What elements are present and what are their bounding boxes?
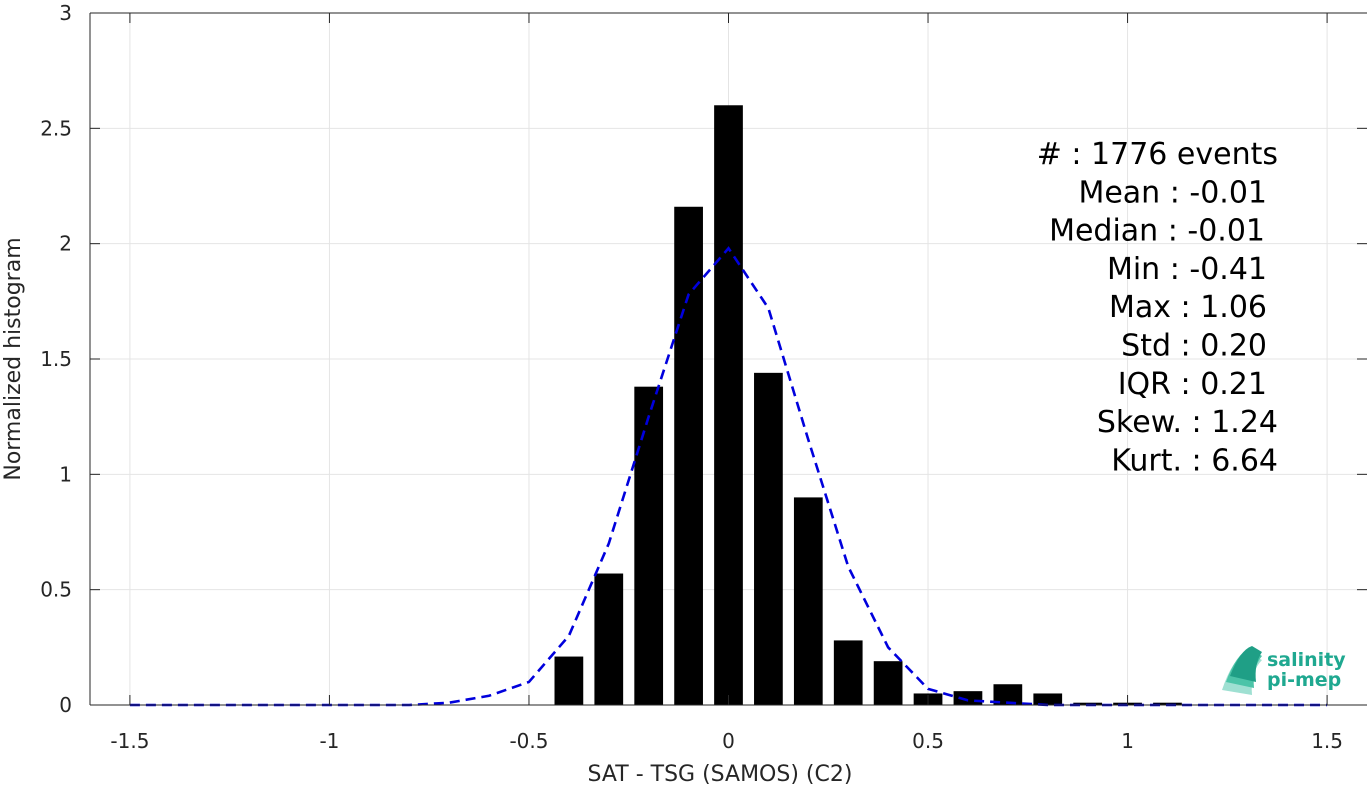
x-tick-label: 0.5 <box>912 729 944 753</box>
histogram-bar <box>714 105 743 706</box>
x-tick-label: 1.5 <box>1311 729 1343 753</box>
y-tick-label: 0.5 <box>40 578 72 602</box>
stat-line: Kurt. : 6.64 <box>1111 443 1278 478</box>
histogram-bar <box>833 640 863 705</box>
histogram-bar <box>754 372 783 705</box>
y-tick-label: 3 <box>59 1 72 25</box>
histogram-bar <box>674 206 703 705</box>
y-tick-labels: 0 0.5 1 1.5 2 2.5 3 <box>40 1 72 717</box>
y-tick-label: 0 <box>59 693 72 717</box>
y-axis-label: Normalized histogram <box>1 237 26 480</box>
histogram-bar <box>993 684 1023 705</box>
histogram-bars <box>554 105 1182 706</box>
x-tick-label: 1 <box>1121 729 1134 753</box>
y-tick-label: 1.5 <box>40 347 72 371</box>
salinity-pi-mep-logo: salinity pi-mep <box>1222 646 1346 695</box>
histogram-bar <box>953 691 983 705</box>
x-tick-labels: -1.5 -1 -0.5 0 0.5 1 1.5 <box>110 729 1343 753</box>
stat-line: Std : 0.20 <box>1121 329 1267 364</box>
stat-line: Max : 1.06 <box>1109 290 1267 325</box>
histogram-bar <box>1033 693 1063 705</box>
y-tick-label: 1 <box>59 462 72 486</box>
histogram-bar <box>594 573 624 705</box>
histogram-bar <box>873 661 903 705</box>
axes <box>89 12 1367 706</box>
histogram-bar <box>634 386 664 705</box>
stat-line: IQR : 0.21 <box>1118 367 1267 402</box>
x-tick-label: -1.5 <box>110 729 149 753</box>
waves-icon <box>1222 646 1262 695</box>
x-tick-label: 0 <box>722 729 735 753</box>
x-tick-label: -1 <box>319 729 339 753</box>
logo-text-pi-mep: pi-mep <box>1267 669 1341 691</box>
stat-line: Mean : -0.01 <box>1078 175 1267 210</box>
logo-text-salinity: salinity <box>1267 649 1346 671</box>
histogram-bar <box>554 656 584 705</box>
stat-line: # : 1776 events <box>1037 137 1278 172</box>
stat-line: Min : -0.41 <box>1107 252 1267 287</box>
y-tick-label: 2 <box>59 232 72 256</box>
histogram-bar <box>793 497 823 705</box>
y-tick-label: 2.5 <box>40 116 72 140</box>
x-tick-label: -0.5 <box>509 729 548 753</box>
stat-line: Median : -0.01 <box>1049 214 1265 249</box>
x-axis-label: SAT - TSG (SAMOS) (C2) <box>588 762 853 785</box>
stat-line: Skew. : 1.24 <box>1097 405 1278 440</box>
